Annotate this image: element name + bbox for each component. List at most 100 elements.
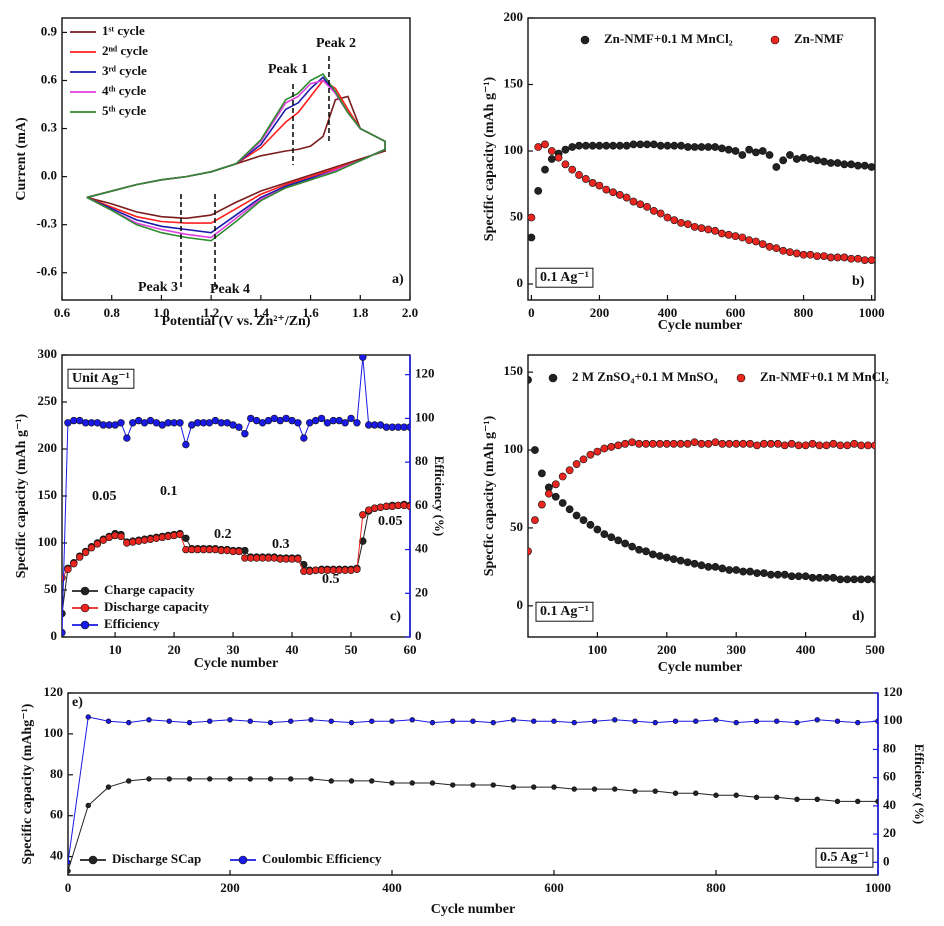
point	[568, 165, 577, 174]
x-axis-title: Cycle number	[431, 902, 515, 917]
point	[758, 147, 767, 155]
point	[656, 209, 665, 218]
point	[813, 252, 822, 261]
x-tick-label: 2.0	[402, 305, 418, 320]
point	[450, 718, 456, 724]
point	[85, 802, 91, 809]
point	[579, 516, 588, 525]
point	[328, 778, 334, 784]
point	[565, 505, 574, 514]
x-tick-label: 800	[794, 305, 814, 320]
point	[683, 439, 692, 448]
point	[652, 788, 658, 794]
y-tick-label: 80	[50, 766, 63, 781]
y-tick-label: 0.9	[41, 23, 58, 38]
point	[867, 256, 875, 264]
point	[792, 249, 801, 258]
point	[847, 254, 856, 263]
point	[738, 151, 747, 159]
point	[670, 141, 679, 150]
point	[588, 179, 597, 187]
point	[677, 218, 685, 227]
point	[725, 439, 734, 448]
point	[87, 543, 96, 552]
point	[753, 794, 760, 800]
point	[105, 718, 112, 724]
point	[663, 213, 672, 222]
point	[632, 788, 638, 794]
point	[579, 455, 588, 464]
x-tick-label: 1000	[859, 305, 885, 320]
point	[554, 153, 563, 162]
point	[68, 859, 71, 866]
point	[622, 141, 631, 150]
point	[531, 784, 537, 790]
point	[840, 160, 849, 169]
point	[779, 156, 788, 165]
point	[247, 776, 253, 782]
point	[738, 233, 747, 242]
annotation: 0.3	[272, 537, 290, 552]
plot-frame	[527, 17, 876, 301]
point	[801, 572, 810, 581]
point	[786, 248, 794, 257]
legend-marker	[80, 603, 90, 613]
x-tick-label: 1.0	[153, 305, 169, 320]
point	[739, 567, 748, 576]
point	[753, 441, 761, 450]
point	[317, 414, 326, 423]
point	[855, 798, 861, 805]
annotation: 0.2	[214, 527, 232, 542]
point	[571, 719, 577, 726]
point	[649, 206, 658, 215]
point	[704, 562, 713, 571]
point	[636, 200, 645, 209]
point	[655, 439, 664, 448]
annotation-box	[535, 267, 594, 288]
point	[690, 143, 699, 151]
point	[806, 250, 815, 259]
point	[864, 575, 872, 584]
y-tick-label: 40	[50, 848, 63, 863]
y2-tick-label: 40	[415, 541, 428, 556]
point	[724, 145, 733, 154]
point	[591, 718, 598, 724]
y-tick-label: -0.3	[36, 216, 57, 231]
y2-axis-title: Efficiency (%)	[432, 456, 447, 537]
point	[752, 148, 760, 157]
point	[207, 776, 213, 782]
point	[572, 460, 581, 468]
point	[860, 161, 869, 170]
point	[146, 717, 152, 723]
annotation: 0.1 Ag⁻¹	[540, 604, 589, 619]
y-tick-label: 200	[504, 9, 524, 24]
point	[575, 171, 583, 179]
point	[683, 143, 692, 151]
point	[99, 536, 107, 544]
y-tick-label: 300	[38, 346, 58, 361]
point	[551, 492, 560, 501]
point	[126, 719, 132, 726]
point	[643, 202, 651, 211]
x-tick-label: 400	[382, 880, 402, 895]
plot-area	[528, 376, 875, 584]
point	[718, 229, 726, 238]
point	[711, 226, 720, 235]
legend-label: 5ᵗʰ cycle	[102, 103, 146, 118]
panel: 10 20 30 40 50 600501001502002503000204060801…	[14, 346, 447, 671]
point	[406, 502, 410, 511]
x-tick-label: 100	[588, 642, 608, 657]
point	[860, 256, 869, 264]
point	[814, 717, 820, 723]
point	[820, 157, 828, 166]
point	[600, 530, 609, 539]
legend-marker	[580, 35, 590, 45]
point	[683, 558, 692, 567]
legend-label: Zn-NMF	[794, 31, 844, 46]
y-axis-title: Specific capacity (mAh g⁻¹)	[482, 76, 497, 241]
point	[725, 566, 734, 574]
y2-tick-label: 120	[883, 684, 903, 699]
point	[551, 718, 557, 724]
point	[81, 548, 90, 557]
